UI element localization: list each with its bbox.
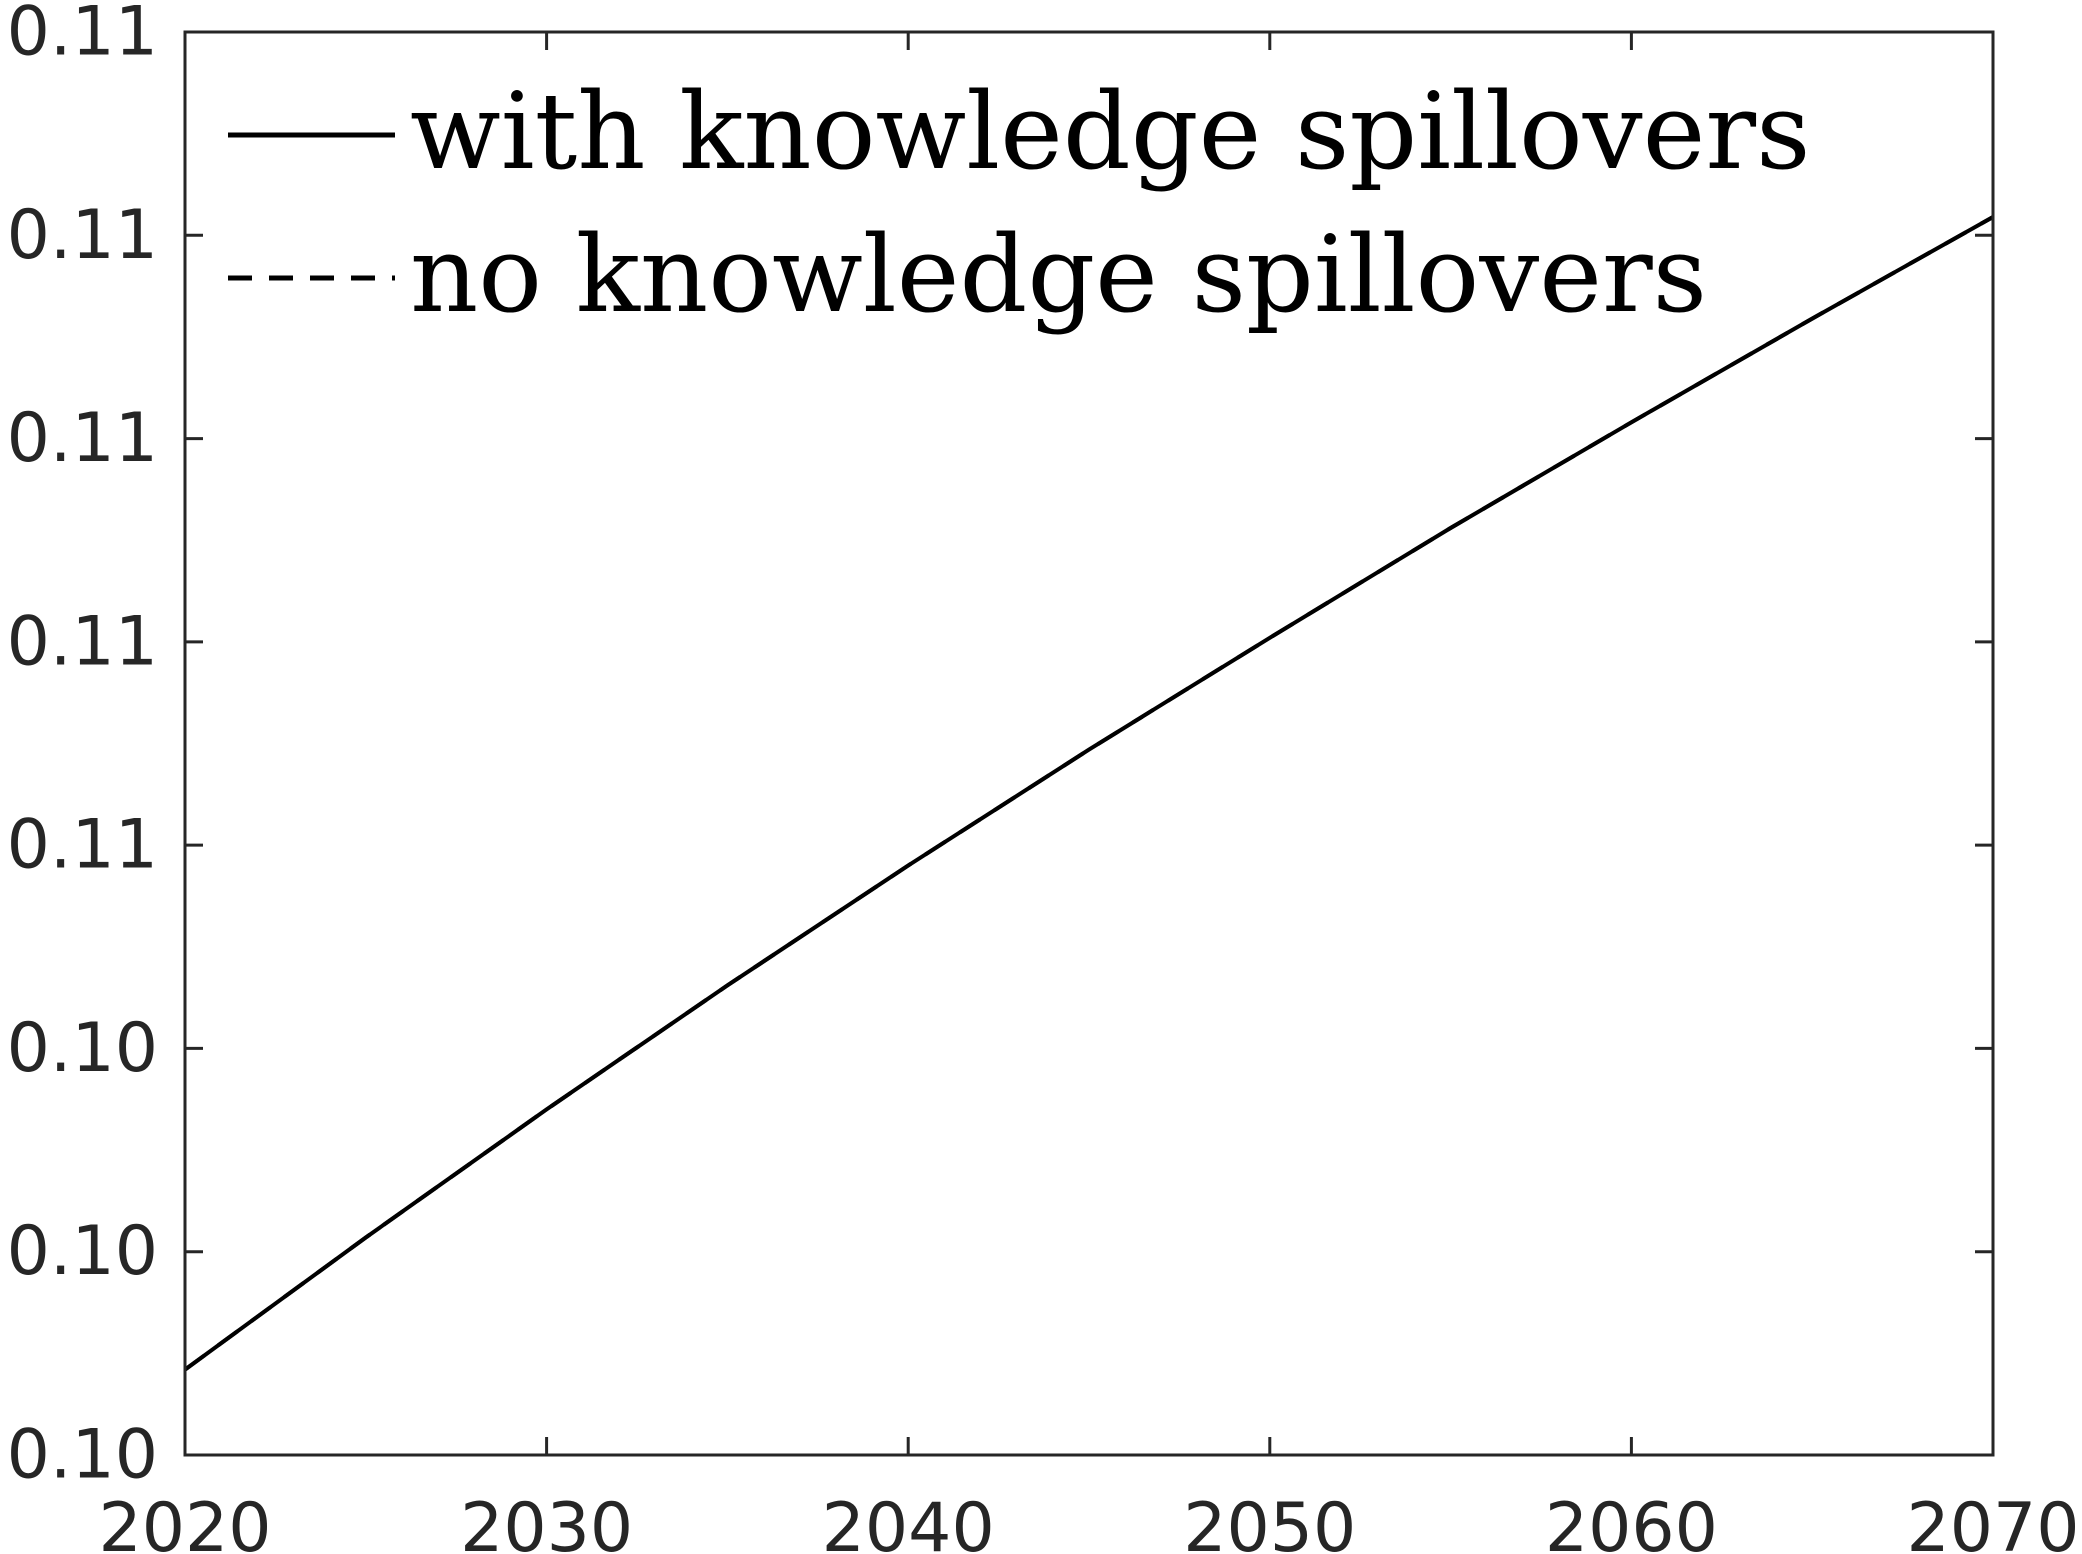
y-tick-label: 0.11 (7, 196, 158, 275)
y-tick-label: 0.10 (7, 1009, 158, 1088)
y-tick-label: 0.10 (7, 1416, 158, 1495)
y-tick-label: 0.11 (7, 0, 158, 72)
x-tick-label: 2050 (1183, 1489, 1356, 1554)
legend-label: no knowledge spillovers (410, 213, 1707, 336)
y-tick-labels: 0.10 0.10 0.10 0.11 0.11 0.11 0.11 0.11 (7, 0, 158, 1495)
legend-label: with knowledge spillovers (410, 70, 1810, 193)
plot-area (185, 32, 1993, 1455)
x-tick-label: 2030 (460, 1489, 633, 1554)
x-tick-label: 2070 (1906, 1489, 2079, 1554)
y-tick-label: 0.11 (7, 806, 158, 885)
x-tick-label: 2020 (98, 1489, 271, 1554)
axes-box (183, 30, 1995, 1457)
x-tick-label: 2040 (822, 1489, 995, 1554)
y-tick-label: 0.10 (7, 1212, 158, 1291)
x-tick-labels: 2020 2030 2040 2050 2060 2070 (98, 1489, 2079, 1554)
y-tick-label: 0.11 (7, 399, 158, 478)
legend: with knowledge spillovers no knowledge s… (228, 70, 1810, 336)
series-layer (183, 215, 1994, 1372)
y-tick-label: 0.11 (7, 602, 158, 681)
x-tick-label: 2060 (1545, 1489, 1718, 1554)
series-line (183, 215, 1994, 1372)
